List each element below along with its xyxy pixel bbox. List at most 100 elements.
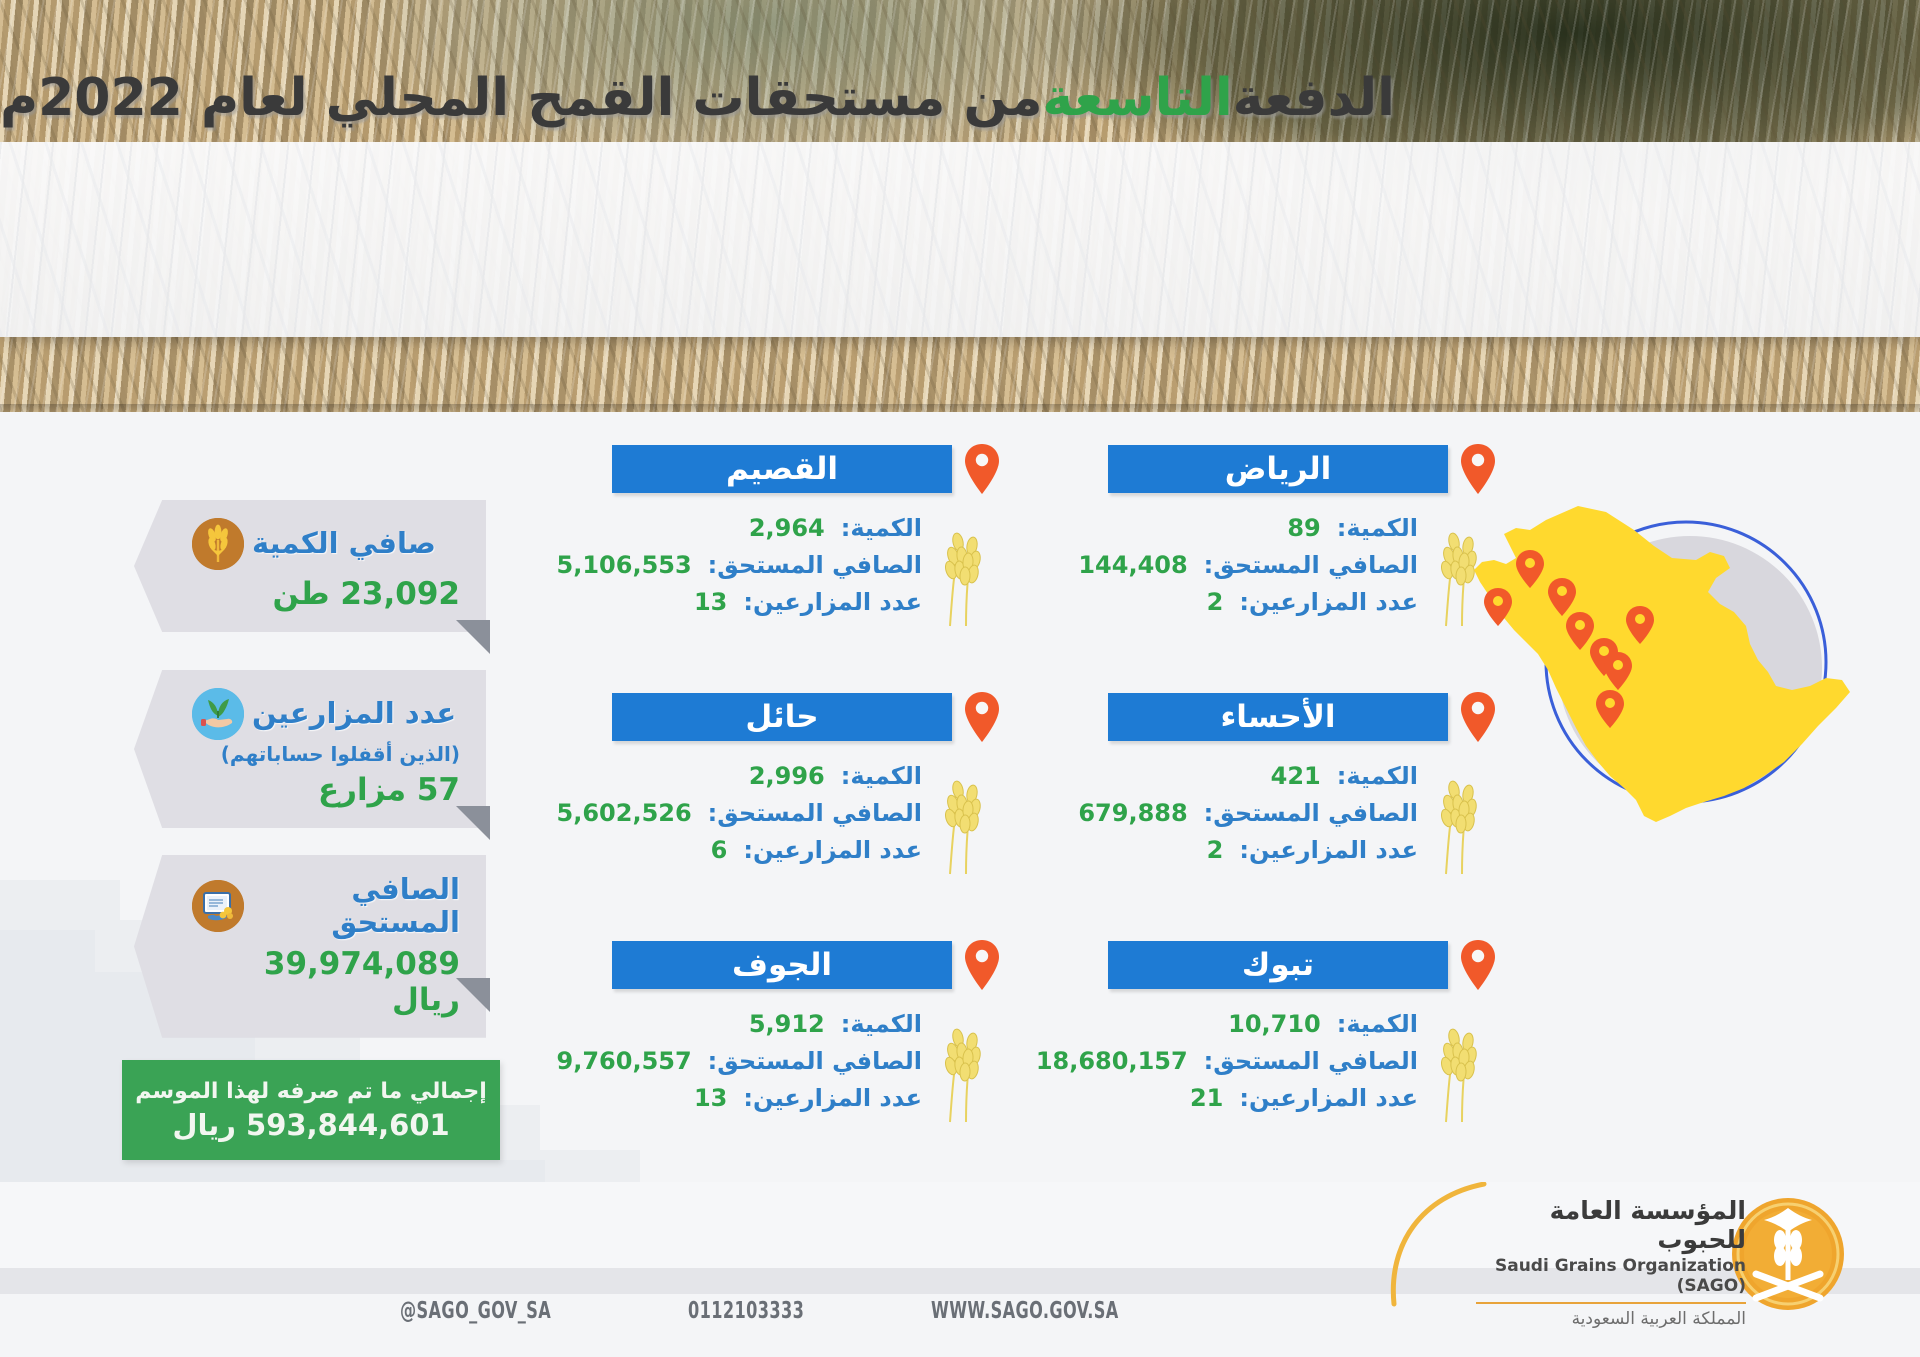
region-header: حائل xyxy=(612,690,1002,744)
logo-divider xyxy=(1476,1302,1746,1304)
map-pin-2 xyxy=(1484,588,1512,626)
map-pin-3 xyxy=(1548,578,1576,616)
stat-row-farmers: عدد المزارعين: 2 xyxy=(1078,588,1418,616)
map-pin-icon xyxy=(965,692,999,742)
map-pin-7 xyxy=(1604,652,1632,690)
stat-value: 421 xyxy=(1270,762,1321,790)
logo-swoosh xyxy=(1390,1181,1487,1307)
stat-row-quantity: الكمية: 89 xyxy=(1078,514,1418,542)
saudi-arabia-map xyxy=(1458,500,1888,830)
wheat-spike-icon xyxy=(944,780,981,875)
stat-label: الصافي المستحق: xyxy=(707,799,922,827)
stat-row-farmers: عدد المزارعين: 6 xyxy=(557,836,922,864)
stat-value: 5,106,553 xyxy=(556,551,692,579)
sago-logo-graphic xyxy=(1390,1181,1844,1310)
stat-label: عدد المزارعين: xyxy=(1239,588,1418,616)
stat-value: 9,760,557 xyxy=(556,1047,692,1075)
stat-label: الصافي المستحق: xyxy=(1203,799,1418,827)
wheat-spike-icon xyxy=(1440,532,1477,627)
stat-row-quantity: الكمية: 421 xyxy=(1078,762,1418,790)
region-stats: الكمية: 2,964 الصافي المستحق: 5,106,553 … xyxy=(557,510,922,616)
stat-card-value: 57 مزارع xyxy=(317,772,460,808)
phone-number[interactable]: 0112103333 xyxy=(687,1298,804,1324)
map-pin-icon xyxy=(1461,940,1495,990)
stat-value: 18,680,157 xyxy=(1035,1047,1188,1075)
map-pin-4 xyxy=(1566,612,1594,650)
region-stats: الكمية: 5,912 الصافي المستحق: 9,760,557 … xyxy=(557,1006,922,1112)
stat-card-net-quantity: صافي الكمية 23,092 طن xyxy=(134,500,486,632)
stat-card-net-due: الصافي المستحق 39,974,089 ريال xyxy=(134,855,486,1038)
stat-card-header: صافي الكمية xyxy=(192,518,460,570)
stat-label: عدد المزارعين: xyxy=(1239,1084,1418,1112)
stat-label: الكمية: xyxy=(840,762,922,790)
page-title-part-2: من مستحقات القمح المحلي لعام 2022م xyxy=(0,67,1043,128)
region-name: تبوك xyxy=(1108,941,1448,989)
footer-strip xyxy=(0,1268,1920,1294)
stat-row-net-due: الصافي المستحق: 5,106,553 xyxy=(557,551,922,579)
stat-value: 10,710 xyxy=(1228,1010,1321,1038)
stat-label: الصافي المستحق: xyxy=(707,1047,922,1075)
banner-shadow xyxy=(0,404,1920,412)
map-pin-icon xyxy=(965,444,999,494)
season-total-value: 593,844,601 ريال xyxy=(172,1108,450,1143)
map-pin-icon xyxy=(1461,692,1495,742)
wheat-spike-icon xyxy=(944,1028,981,1123)
region-name: حائل xyxy=(612,693,952,741)
page-title: الدفعة التاسعة من مستحقات القمح المحلي ل… xyxy=(0,0,1920,195)
website-url[interactable]: WWW.SAGO.GOV.SA xyxy=(930,1298,1119,1324)
stat-label: الكمية: xyxy=(1336,762,1418,790)
logo-palm-swords xyxy=(1752,1208,1824,1302)
region-stats: الكمية: 2,996 الصافي المستحق: 5,602,526 … xyxy=(557,758,922,864)
map-pin-5 xyxy=(1626,606,1654,644)
region-name: الأحساء xyxy=(1108,693,1448,741)
season-total-box: إجمالي ما تم صرفه لهذا الموسم 593,844,60… xyxy=(122,1060,500,1160)
region-card-jouf: الجوف xyxy=(557,938,1002,1124)
region-card-qassim: القصيم xyxy=(557,442,1002,628)
sago-logo-text: المؤسسة العامة للحبوب Saudi Grains Organ… xyxy=(1476,1196,1747,1329)
stat-row-net-due: الصافي المستحق: 679,888 xyxy=(1078,799,1418,827)
region-header: الأحساء xyxy=(1108,690,1498,744)
map-pin-icon xyxy=(965,940,999,990)
stat-value: 2 xyxy=(1206,588,1224,616)
stat-value: 13 xyxy=(693,1084,728,1112)
payment-screen-icon xyxy=(192,880,244,933)
wheat-spike-icon xyxy=(944,532,981,627)
map-pin-icon xyxy=(1461,444,1495,494)
stat-label: عدد المزارعين: xyxy=(743,1084,922,1112)
region-name: الرياض xyxy=(1108,445,1448,493)
stat-card-label: عدد المزارعين xyxy=(252,696,457,731)
twitter-handle[interactable]: @SAGO_GOV_SA xyxy=(400,1298,552,1324)
stat-value: 2 xyxy=(1206,836,1224,864)
region-body: الكمية: 5,912 الصافي المستحق: 9,760,557 … xyxy=(557,1006,1002,1124)
stat-card-value: 39,974,089 ريال xyxy=(263,945,460,1018)
stat-row-net-due: الصافي المستحق: 5,602,526 xyxy=(557,799,922,827)
stat-row-quantity: الكمية: 2,996 xyxy=(557,762,922,790)
region-stats: الكمية: 421 الصافي المستحق: 679,888 عدد … xyxy=(1078,758,1418,864)
fold-tab-1 xyxy=(456,620,490,654)
stat-value: 21 xyxy=(1189,1084,1224,1112)
stat-row-quantity: الكمية: 10,710 xyxy=(1036,1010,1418,1038)
region-stats: الكمية: 89 الصافي المستحق: 144,408 عدد ا… xyxy=(1078,510,1418,616)
stat-row-farmers: عدد المزارعين: 13 xyxy=(557,1084,922,1112)
stat-row-farmers: عدد المزارعين: 13 xyxy=(557,588,922,616)
logo-country: المملكة العربية السعودية xyxy=(1571,1309,1746,1329)
stat-label: الصافي المستحق: xyxy=(1203,551,1418,579)
stat-value: 5,602,526 xyxy=(556,799,692,827)
stat-card-label: صافي الكمية xyxy=(252,526,436,561)
stat-label: الصافي المستحق: xyxy=(1203,1047,1418,1075)
stat-value: 2,996 xyxy=(748,762,825,790)
region-card-ahsa: الأحساء xyxy=(1078,690,1498,876)
stat-label: عدد المزارعين: xyxy=(743,836,922,864)
region-card-tabuk: تبوك xyxy=(1036,938,1498,1124)
region-name: الجوف xyxy=(612,941,952,989)
sago-logo: المؤسسة العامة للحبوب Saudi Grains Organ… xyxy=(1388,1181,1868,1332)
stat-card-header: عدد المزارعين xyxy=(192,688,460,740)
logo-arabic-name: المؤسسة العامة للحبوب xyxy=(1549,1196,1747,1254)
page-title-highlight: التاسعة xyxy=(1042,67,1233,128)
stat-row-net-due: الصافي المستحق: 9,760,557 xyxy=(557,1047,922,1075)
stat-row-farmers: عدد المزارعين: 21 xyxy=(1036,1084,1418,1112)
stat-row-quantity: الكمية: 2,964 xyxy=(557,514,922,542)
stat-label: عدد المزارعين: xyxy=(743,588,922,616)
stat-value: 5,912 xyxy=(748,1010,825,1038)
stat-label: الكمية: xyxy=(840,514,922,542)
